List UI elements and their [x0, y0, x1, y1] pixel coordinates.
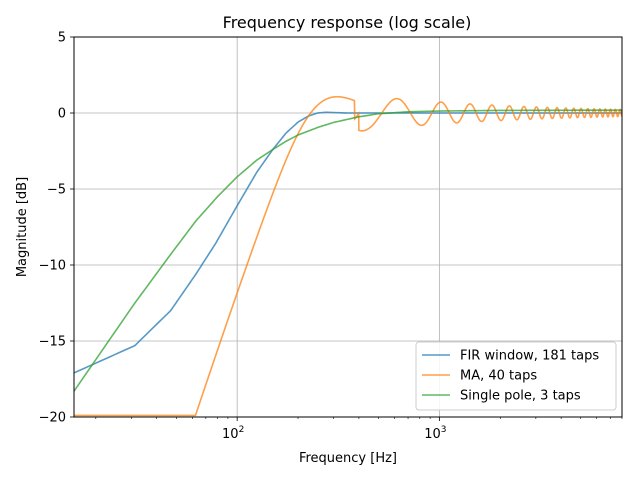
y-axis-label: Magnitude [dB]	[15, 177, 30, 277]
y-ticks: 5 0 −5 −10 −15 −20	[39, 31, 74, 426]
x-axis-label: Frequency [Hz]	[299, 451, 397, 466]
y-tick-label: 5	[58, 31, 66, 46]
legend-label: FIR window, 181 taps	[460, 349, 599, 364]
x-tick-label: 103	[424, 425, 446, 442]
series-line-1	[74, 95, 623, 417]
chart-title: Frequency response (log scale)	[223, 13, 472, 32]
y-tick-label: −15	[39, 335, 66, 350]
y-tick-label: 0	[58, 107, 66, 122]
series-line-0	[73, 111, 622, 374]
series-lines	[73, 95, 623, 417]
legend-box	[415, 341, 617, 411]
plot-frame	[73, 36, 623, 418]
x-tick-label: 102	[222, 425, 244, 442]
y-tick-label: −20	[39, 411, 66, 426]
legend: FIR window, 181 taps MA, 40 taps Single po…	[415, 341, 617, 411]
x-ticks: 102 103	[95, 417, 623, 442]
series-line-2	[73, 109, 623, 392]
legend-label: MA, 40 taps	[460, 369, 537, 384]
y-tick-label: −10	[39, 259, 66, 274]
legend-label: Single pole, 3 taps	[460, 389, 581, 404]
y-tick-label: −5	[47, 183, 66, 198]
